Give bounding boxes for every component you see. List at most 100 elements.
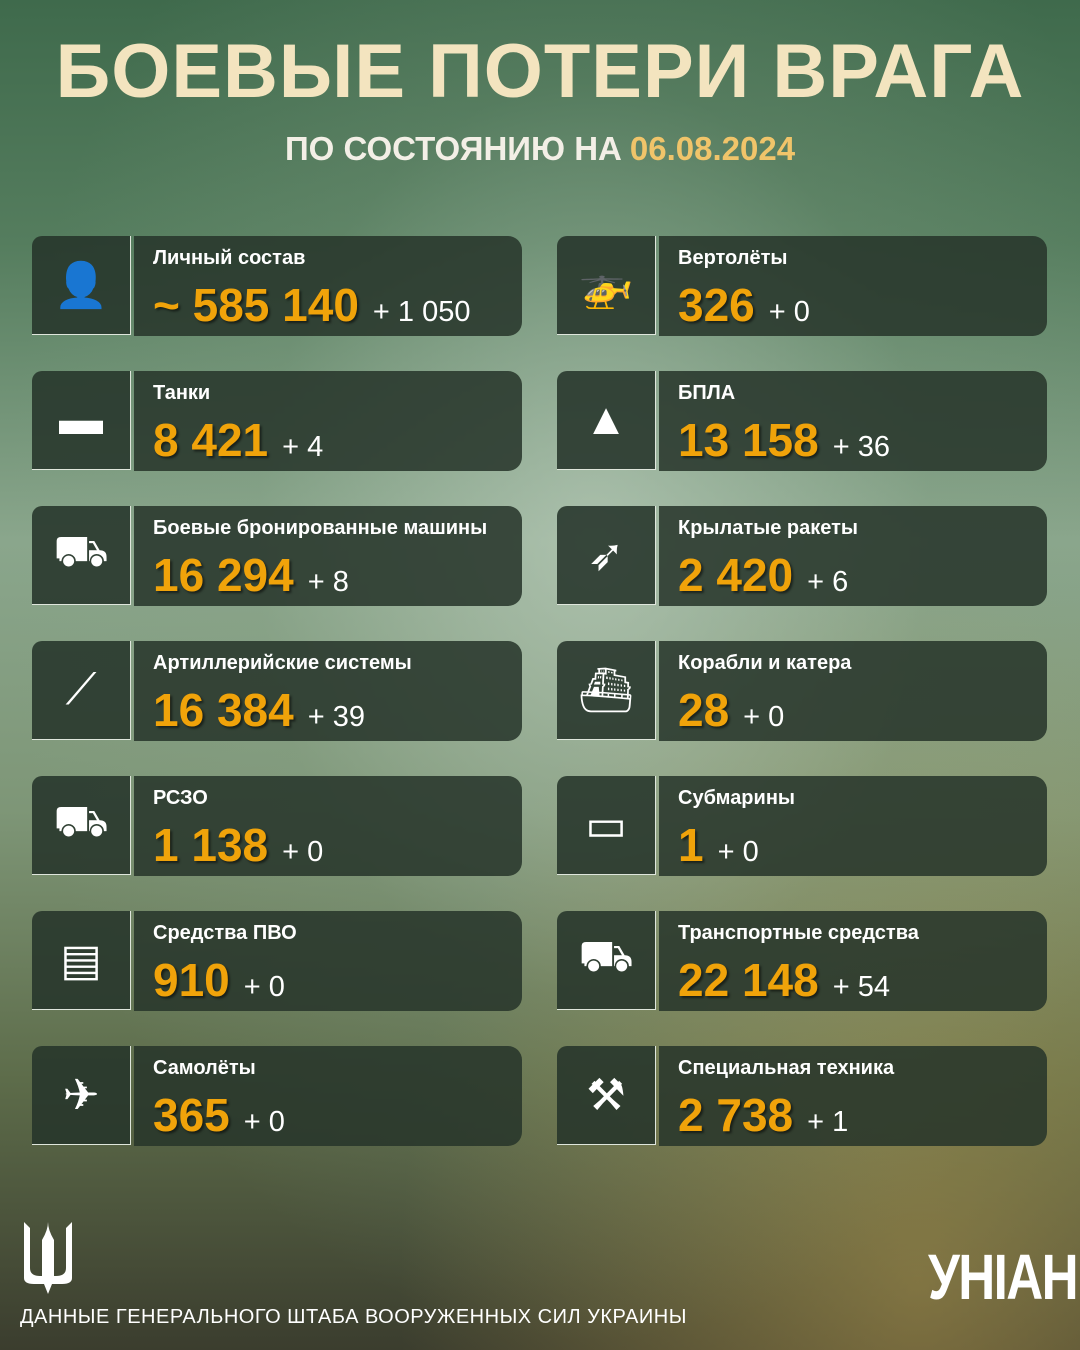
soldier-icon: 👤 [32,236,131,335]
stat-value: 8 421 [153,414,269,466]
cruise-missile-icon: ➶ [557,506,656,605]
stat-panel: БПЛА 13 158 + 36 [659,371,1047,471]
stat-value: 1 [678,819,704,871]
stat-label: Артиллерийские системы [153,652,412,674]
stat-value-row: 16 384 + 39 [153,683,365,737]
apc-icon: ⛟ [32,506,131,605]
stat-value: 910 [153,954,230,1006]
stat-value-row: 13 158 + 36 [678,413,890,467]
stat-value: 16 294 [153,549,294,601]
stat-label: Танки [153,382,211,404]
unian-logo: УНІАН [928,1241,1079,1313]
stat-card-mlrs: ⛟ РСЗО 1 138 + 0 [32,776,522,876]
stat-panel: Субмарины 1 + 0 [659,776,1047,876]
stat-label: Транспортные средства [678,922,919,944]
stat-delta: + 0 [717,836,759,868]
stat-value-row: ~ 585 140 + 1 050 [153,278,471,332]
stat-value-row: 326 + 0 [678,278,810,332]
stat-value-row: 910 + 0 [153,953,285,1007]
stat-card-apc: ⛟ Боевые бронированные машины 16 294 + 8 [32,506,522,606]
stat-delta: + 0 [243,971,285,1003]
stat-value-row: 1 + 0 [678,818,759,872]
stat-card-drone: ▲ БПЛА 13 158 + 36 [557,371,1047,471]
stat-label: Специальная техника [678,1057,895,1079]
helicopter-icon: 🚁 [557,236,656,335]
stat-value: 2 738 [678,1089,794,1141]
stat-label: Субмарины [678,787,795,809]
stat-value-row: 1 138 + 0 [153,818,323,872]
stat-delta: + 1 [807,1106,849,1138]
stat-panel: Самолёты 365 + 0 [134,1046,522,1146]
artillery-icon: ⟋ [32,641,131,740]
stat-label: Личный состав [153,247,306,269]
stat-panel: Крылатые ракеты 2 420 + 6 [659,506,1047,606]
stat-card-artillery: ⟋ Артиллерийские системы 16 384 + 39 [32,641,522,741]
submarine-icon: ▭ [557,776,656,875]
stat-label: Боевые бронированные машины [153,517,488,539]
stat-value: 28 [678,684,730,736]
stat-value: 22 148 [678,954,819,1006]
stat-delta: + 0 [282,836,324,868]
mlrs-icon: ⛟ [32,776,131,875]
page-title: БОЕВЫЕ ПОТЕРИ ВРАГА [55,29,1025,114]
stat-value-row: 22 148 + 54 [678,953,890,1007]
page-subtitle: ПО СОСТОЯНИЮ НА 06.08.2024 [0,130,1080,168]
stat-value-row: 8 421 + 4 [153,413,323,467]
stat-panel: РСЗО 1 138 + 0 [134,776,522,876]
stat-value: 1 138 [153,819,269,871]
excavator-icon: ⚒ [557,1046,656,1145]
stat-panel: Корабли и катера 28 + 0 [659,641,1047,741]
stat-card-excavator: ⚒ Специальная техника 2 738 + 1 [557,1046,1047,1146]
stat-value-row: 2 738 + 1 [678,1088,848,1142]
stat-delta: + 0 [743,701,785,733]
stat-value: 16 384 [153,684,294,736]
stat-delta: + 4 [282,431,324,463]
subtitle-text: ПО СОСТОЯНИЮ НА [284,130,622,167]
stat-value: 326 [678,279,755,331]
stat-value: 365 [153,1089,230,1141]
stat-label: БПЛА [678,382,736,404]
stat-card-ship: ⛴ Корабли и катера 28 + 0 [557,641,1047,741]
stat-card-truck: ⛟ Транспортные средства 22 148 + 54 [557,911,1047,1011]
stat-delta: + 0 [768,296,810,328]
stat-card-aircraft: ✈ Самолёты 365 + 0 [32,1046,522,1146]
source-note: ДАННЫЕ ГЕНЕРАЛЬНОГО ШТАБА ВООРУЖЕННЫХ СИ… [20,1306,687,1328]
stat-value: 13 158 [678,414,819,466]
stat-value: ~ 585 140 [153,279,359,331]
stat-label: Корабли и катера [678,652,852,674]
stat-panel: Танки 8 421 + 4 [134,371,522,471]
stat-value-row: 2 420 + 6 [678,548,848,602]
stat-panel: Специальная техника 2 738 + 1 [659,1046,1047,1146]
stat-delta: + 39 [307,701,365,733]
stat-card-helicopter: 🚁 Вертолёты 326 + 0 [557,236,1047,336]
stat-panel: Вертолёты 326 + 0 [659,236,1047,336]
stat-card-soldier: 👤 Личный состав ~ 585 140 + 1 050 [32,236,522,336]
stat-value-row: 365 + 0 [153,1088,285,1142]
drone-icon: ▲ [557,371,656,470]
stat-value-row: 16 294 + 8 [153,548,349,602]
stat-delta: + 0 [243,1106,285,1138]
stat-label: Вертолёты [678,247,788,269]
stat-delta: + 6 [807,566,849,598]
stat-delta: + 54 [832,971,890,1003]
stat-card-cruise-missile: ➶ Крылатые ракеты 2 420 + 6 [557,506,1047,606]
stat-card-air-defense: ▤ Средства ПВО 910 + 0 [32,911,522,1011]
stat-delta: + 8 [307,566,349,598]
stat-panel: Артиллерийские системы 16 384 + 39 [134,641,522,741]
aircraft-icon: ✈ [32,1046,131,1145]
stat-panel: Средства ПВО 910 + 0 [134,911,522,1011]
ship-icon: ⛴ [557,641,656,740]
stat-label: РСЗО [153,787,208,809]
air-defense-icon: ▤ [32,911,131,1010]
stat-label: Самолёты [153,1057,256,1079]
stat-label: Крылатые ракеты [678,517,858,539]
stat-delta: + 36 [832,431,890,463]
stat-delta: + 1 050 [372,296,471,328]
stat-panel: Боевые бронированные машины 16 294 + 8 [134,506,522,606]
stat-panel: Транспортные средства 22 148 + 54 [659,911,1047,1011]
stat-value: 2 420 [678,549,794,601]
stat-card-submarine: ▭ Субмарины 1 + 0 [557,776,1047,876]
trident-emblem-icon [24,1222,72,1294]
stat-value-row: 28 + 0 [678,683,784,737]
stat-panel: Личный состав ~ 585 140 + 1 050 [134,236,522,336]
